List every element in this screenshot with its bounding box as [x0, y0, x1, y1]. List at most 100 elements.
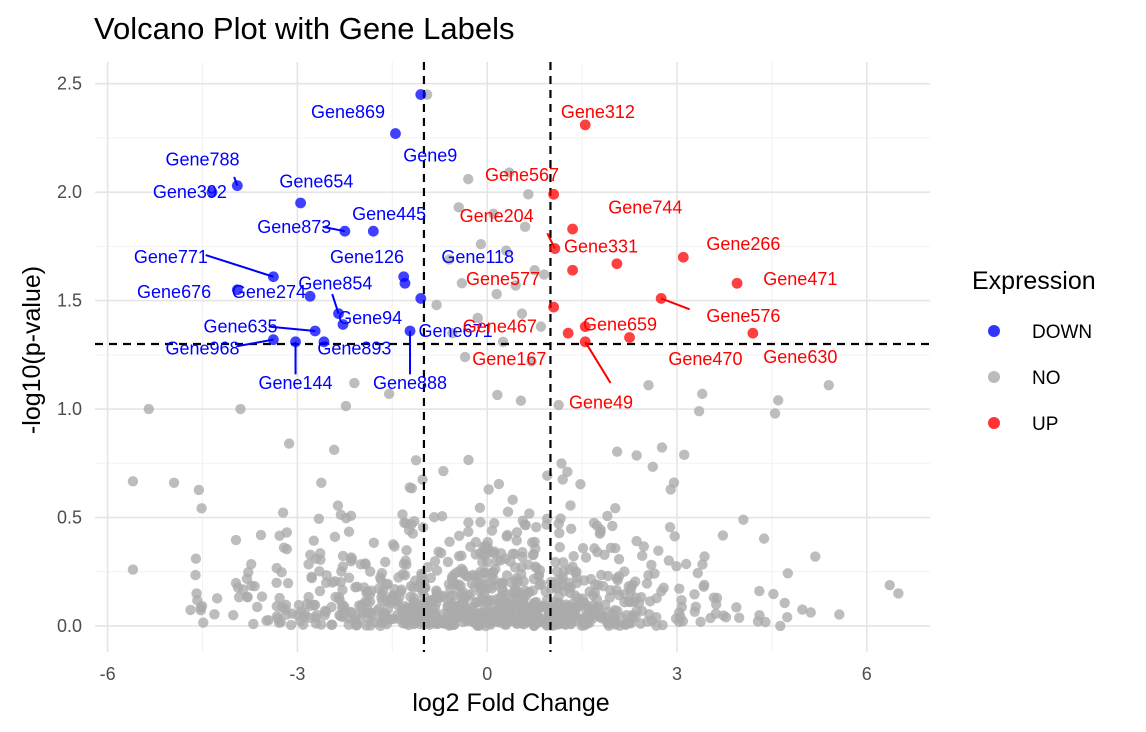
- data-point-no: [271, 611, 283, 622]
- data-point-no: [565, 523, 577, 535]
- data-point-no: [438, 465, 449, 477]
- data-point-no: [195, 605, 207, 616]
- data-point-no: [515, 395, 527, 406]
- data-point-no: [656, 586, 667, 597]
- data-point-no: [416, 569, 428, 581]
- data-point-no: [346, 552, 357, 563]
- data-point-no: [246, 559, 257, 570]
- data-point-no: [271, 577, 282, 589]
- data-point-no: [585, 603, 596, 615]
- data-point-no: [256, 591, 268, 602]
- data-point-no: [493, 478, 505, 490]
- data-point-no: [456, 278, 468, 289]
- data-point-no: [408, 618, 420, 630]
- data-point-no: [531, 522, 542, 533]
- gene-label: Gene771: [134, 247, 208, 267]
- data-point-no: [319, 605, 331, 617]
- data-point-no: [382, 578, 393, 590]
- data-point-no: [516, 308, 528, 319]
- data-point-no: [611, 584, 622, 596]
- label-leader-line: [233, 176, 239, 186]
- data-point-no: [810, 551, 821, 562]
- data-point-no: [426, 604, 437, 615]
- data-point-no: [495, 555, 506, 566]
- data-point-no: [568, 550, 579, 562]
- data-point-no: [404, 607, 415, 618]
- data-point-no: [351, 620, 362, 631]
- data-point-no: [698, 581, 709, 592]
- data-point-down: [337, 319, 349, 330]
- data-point-no: [383, 388, 395, 400]
- data-point-no: [335, 509, 347, 520]
- data-point-no: [531, 617, 543, 629]
- x-axis-ticks: -6 -3 0 3 6: [100, 664, 872, 684]
- data-point-no: [893, 588, 904, 599]
- data-point-no: [733, 612, 745, 624]
- data-point-no: [261, 615, 272, 626]
- data-point-no: [651, 620, 662, 631]
- legend-label: NO: [1032, 368, 1061, 389]
- legend-label: UP: [1032, 414, 1058, 435]
- y-axis-ticks: 0.0 0.5 1.0 1.5 2.0 2.5: [57, 74, 82, 636]
- data-point-no: [775, 620, 786, 632]
- data-point-no: [143, 403, 154, 415]
- gene-label: Gene788: [165, 150, 239, 170]
- data-point-no: [689, 589, 700, 600]
- data-point-no: [535, 321, 547, 332]
- data-point-no: [664, 521, 676, 533]
- data-point-no: [463, 526, 474, 537]
- data-point-no: [462, 570, 473, 582]
- data-point-no: [517, 597, 528, 608]
- data-point-no: [699, 551, 710, 562]
- data-point-no: [580, 612, 592, 623]
- data-point-down: [367, 225, 379, 237]
- data-point-no: [482, 557, 493, 568]
- data-point-no: [541, 519, 552, 530]
- data-point-no: [692, 567, 703, 579]
- gene-label: Gene94: [338, 308, 402, 328]
- data-point-no: [497, 601, 508, 613]
- data-point-no: [388, 539, 399, 550]
- legend-label: DOWN: [1032, 322, 1092, 343]
- data-point-no: [337, 550, 349, 562]
- gene-label: Gene392: [153, 182, 227, 202]
- data-point-no: [754, 610, 765, 621]
- legend-key-up: [988, 417, 1000, 429]
- gene-label: Gene744: [608, 197, 682, 217]
- data-point-no: [526, 607, 538, 618]
- data-point-no: [463, 454, 474, 466]
- data-point-no: [483, 484, 494, 495]
- data-point-no: [536, 578, 547, 590]
- data-point-no: [233, 591, 245, 603]
- data-point-no: [502, 589, 513, 600]
- gene-label: Gene312: [561, 102, 635, 122]
- data-point-no: [695, 616, 706, 628]
- data-point-no: [568, 601, 579, 613]
- data-point-no: [326, 619, 337, 631]
- data-point-no: [522, 616, 534, 628]
- data-point-no: [459, 351, 471, 363]
- data-point-no: [630, 576, 641, 587]
- data-point-no: [575, 479, 586, 490]
- data-point-no: [431, 299, 442, 311]
- data-point-no: [445, 584, 456, 595]
- data-point-no: [638, 541, 650, 552]
- label-leader-line: [237, 338, 274, 348]
- data-point-no: [602, 510, 613, 522]
- data-point-no: [246, 580, 257, 592]
- y-axis-label: -log10(p-value): [18, 266, 46, 434]
- data-point-no: [168, 477, 180, 489]
- data-point-down: [390, 128, 401, 139]
- x-tick-label: 6: [862, 664, 872, 684]
- data-point-up: [562, 327, 574, 339]
- gene-label: Gene467: [463, 317, 537, 337]
- legend-key-no: [988, 371, 1000, 383]
- data-point-no: [235, 403, 246, 415]
- data-point-no: [366, 585, 377, 596]
- data-point-up: [548, 301, 560, 313]
- data-point-no: [538, 269, 550, 280]
- data-point-no: [554, 542, 566, 553]
- data-point-no: [337, 561, 349, 572]
- data-point-no: [557, 474, 568, 485]
